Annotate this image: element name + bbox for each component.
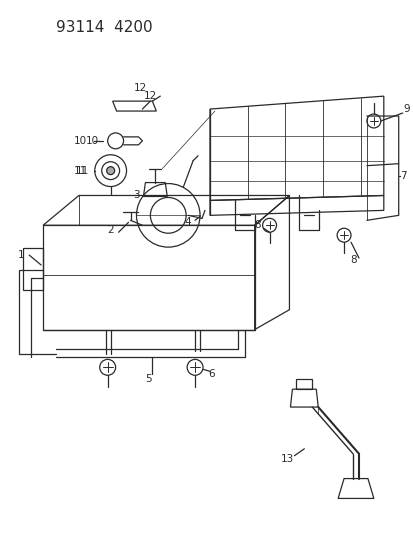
Text: 11: 11 <box>74 166 87 176</box>
Text: 4: 4 <box>184 217 191 227</box>
Text: 8: 8 <box>254 220 260 230</box>
Text: 2: 2 <box>107 225 114 235</box>
Text: 5: 5 <box>145 374 151 384</box>
Text: 9: 9 <box>402 104 409 114</box>
Circle shape <box>107 167 114 175</box>
Text: 12: 12 <box>143 91 157 101</box>
Text: 13: 13 <box>280 454 293 464</box>
Text: 6: 6 <box>208 369 215 379</box>
Text: 3: 3 <box>133 190 140 200</box>
Text: 11: 11 <box>76 166 89 176</box>
Text: 1: 1 <box>18 250 24 260</box>
Text: 8: 8 <box>350 255 356 265</box>
Text: 12: 12 <box>133 83 147 93</box>
Text: 7: 7 <box>399 171 406 181</box>
Text: 10: 10 <box>74 136 87 146</box>
Text: 10: 10 <box>86 136 99 146</box>
Text: 93114  4200: 93114 4200 <box>56 20 152 35</box>
